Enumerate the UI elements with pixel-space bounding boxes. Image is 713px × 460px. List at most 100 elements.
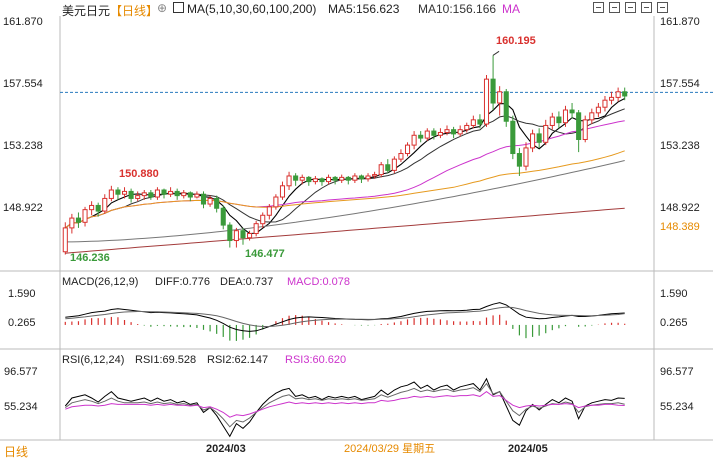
annotation-high: 160.195	[496, 35, 536, 47]
candle-body	[602, 99, 608, 108]
period-tag[interactable]: 日线	[4, 445, 29, 459]
candle	[418, 131, 424, 143]
candle	[326, 174, 332, 185]
candle-body	[510, 120, 516, 155]
candle	[75, 212, 81, 228]
macd-tick-right-1: 1.590	[660, 288, 688, 300]
candle	[220, 205, 226, 230]
candle	[503, 88, 509, 127]
candle-body	[266, 206, 272, 216]
candle-body	[470, 119, 476, 126]
period-label[interactable]: 【日线】	[110, 4, 159, 18]
rsi2-line	[65, 382, 625, 428]
candle	[477, 114, 483, 129]
macd-dea-line	[65, 306, 625, 327]
candle-body	[345, 176, 351, 181]
rsi-label: RSI(6,12,24)	[62, 354, 124, 366]
candle	[372, 171, 378, 179]
candle-body	[543, 124, 549, 143]
x-label-2: 2024/05	[508, 443, 548, 455]
candle-body	[273, 196, 279, 208]
menu-tool-icon[interactable]	[657, 2, 668, 13]
macd-tick-right-2: 0.265	[660, 317, 688, 329]
candle	[181, 190, 187, 199]
chart-type-tool-icon[interactable]	[625, 2, 636, 13]
add-indicator-icon[interactable]: ⊕	[157, 1, 168, 15]
candle-body	[516, 153, 522, 167]
candle-body	[82, 209, 88, 223]
price-tick-right-2: 157.554	[660, 78, 700, 90]
candle	[404, 142, 411, 157]
candle	[279, 181, 286, 200]
candle-body	[62, 227, 68, 253]
candle	[345, 175, 351, 185]
candle-body	[233, 230, 239, 242]
annotation-high-local: 150.880	[119, 168, 159, 180]
rsi2-value: RSI2:62.147	[207, 354, 268, 366]
candle	[168, 187, 174, 198]
candle-body	[404, 144, 411, 155]
candle	[187, 191, 193, 202]
candle-body	[194, 193, 200, 198]
candle-body	[503, 91, 509, 122]
candle-body	[154, 189, 160, 198]
high-marker	[492, 50, 500, 56]
candle	[497, 86, 503, 116]
candle-body	[102, 197, 108, 212]
candle-body	[490, 78, 496, 104]
candle-body	[549, 116, 555, 126]
x-label-1: 2024/03	[206, 443, 246, 455]
crosshair-tool-icon[interactable]	[593, 2, 604, 13]
ma-indicator-label: MA(5,10,30,60,100,200)	[187, 2, 317, 16]
candle	[102, 194, 108, 214]
candle	[365, 173, 371, 182]
candle-body	[332, 176, 338, 181]
price-tick-left-1: 161.870	[3, 16, 43, 28]
indicator-tool-icon[interactable]	[641, 2, 652, 13]
candle-body	[207, 197, 213, 205]
ma60-line	[65, 150, 625, 229]
candle-body	[319, 178, 325, 183]
candle-body	[69, 217, 75, 229]
ma-more-label[interactable]: MA	[502, 2, 520, 16]
rsi-tick-left-1: 96.577	[4, 366, 38, 378]
price-tick-right-4: 148.922	[660, 202, 700, 214]
candle	[194, 191, 200, 199]
candle-body	[523, 147, 529, 167]
candle-body	[174, 190, 180, 197]
ma-secondary-label: 148.389	[660, 221, 700, 233]
candle	[615, 87, 621, 102]
candle-body	[589, 112, 595, 121]
candle-body	[108, 189, 114, 199]
candle-body	[89, 204, 95, 211]
candle-body	[148, 192, 154, 198]
candle-body	[431, 130, 437, 136]
candle	[609, 91, 615, 105]
candle	[490, 55, 496, 111]
ma10-value: MA10:156.166	[418, 2, 497, 16]
candle	[286, 171, 292, 191]
annotation-low-1: 146.236	[70, 252, 110, 264]
macd-diff-value: DIFF:0.776	[155, 276, 210, 288]
candle-body	[418, 134, 424, 139]
candle	[253, 220, 259, 237]
candle-body	[286, 175, 292, 187]
macd-diff-line	[65, 302, 625, 332]
candle-body	[214, 197, 220, 209]
candle	[569, 103, 575, 119]
macd-tick-left-2: 0.265	[8, 317, 36, 329]
ma-indicator-icon[interactable]	[173, 2, 184, 13]
candle	[62, 222, 68, 255]
candle-body	[437, 131, 443, 136]
candle-body	[181, 192, 187, 197]
zoom-tool-icon[interactable]	[609, 2, 620, 13]
candle-body	[483, 78, 490, 125]
ma5-value: MA5:156.623	[328, 2, 400, 16]
candle	[562, 105, 569, 127]
candle-body	[424, 130, 430, 139]
candle	[319, 177, 325, 186]
candle	[464, 122, 470, 133]
rsi3-line	[65, 390, 625, 418]
candle-body	[378, 164, 384, 176]
